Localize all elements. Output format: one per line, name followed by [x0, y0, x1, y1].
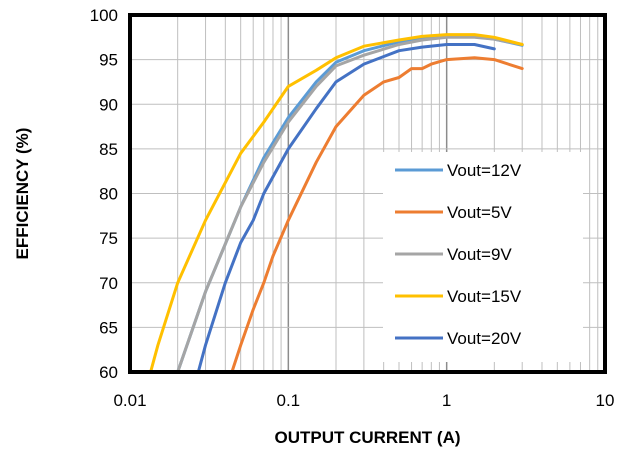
y-tick-label: 85 [99, 140, 118, 159]
y-tick-label: 90 [99, 95, 118, 114]
x-tick-label: 1 [442, 391, 451, 410]
series-line-vout-20v [196, 43, 496, 374]
legend-label: Vout=12V [447, 161, 522, 180]
y-tick-label: 80 [99, 185, 118, 204]
x-tick-label: 0.01 [113, 391, 146, 410]
x-tick-label: 10 [596, 391, 615, 410]
x-tick-label: 0.1 [277, 391, 301, 410]
y-axis-title: EFFICIENCY (%) [13, 128, 32, 260]
x-axis-tick-labels: 0.01 0.1 1 10 [113, 391, 614, 410]
legend: Vout=12V Vout=5V Vout=9V Vout=15V Vout=20V [383, 152, 583, 362]
x-axis-title: OUTPUT CURRENT (A) [274, 428, 460, 447]
y-tick-label: 95 [99, 51, 118, 70]
series-lines [149, 33, 524, 374]
y-tick-label: 60 [99, 363, 118, 382]
legend-box [383, 152, 583, 362]
y-tick-label: 75 [99, 229, 118, 248]
y-tick-label: 65 [99, 318, 118, 337]
legend-label: Vout=5V [447, 203, 512, 222]
legend-label: Vout=15V [447, 287, 522, 306]
y-axis-tick-labels: 60 65 70 75 80 85 90 95 100 [90, 6, 118, 382]
y-tick-label: 70 [99, 274, 118, 293]
legend-label: Vout=9V [447, 245, 512, 264]
series-line-vout-15v [149, 33, 524, 374]
legend-label: Vout=20V [447, 329, 522, 348]
y-tick-label: 100 [90, 6, 118, 25]
series-line-vout-5v [230, 56, 524, 374]
series-line-vout-9v [176, 35, 524, 374]
plot-area-border [128, 13, 607, 374]
